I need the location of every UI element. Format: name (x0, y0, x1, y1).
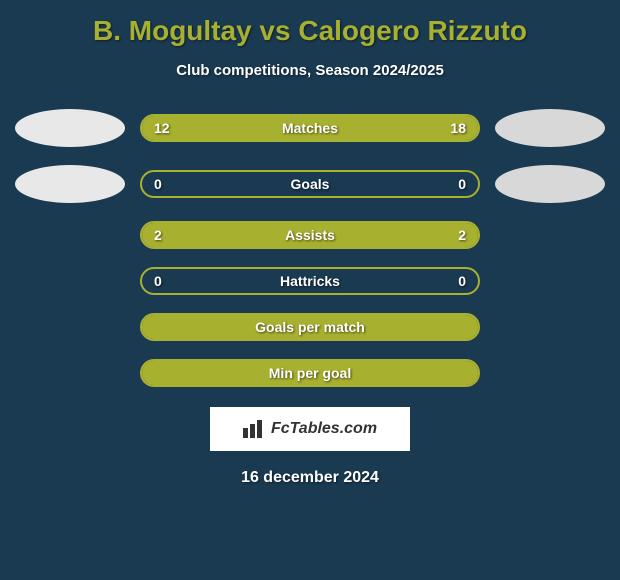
stat-label: Assists (285, 227, 335, 243)
stat-row-goals: 0 Goals 0 (0, 165, 620, 203)
stat-label: Goals (291, 176, 330, 192)
comparison-title: B. Mogultay vs Calogero Rizzuto (0, 0, 620, 47)
stat-bar: Min per goal (140, 359, 480, 387)
stat-value-right: 2 (458, 227, 466, 243)
stat-row-assists: 2 Assists 2 (0, 221, 620, 249)
bar-fill-right (310, 223, 478, 247)
stat-label: Hattricks (280, 273, 340, 289)
stat-label: Goals per match (255, 319, 365, 335)
stat-label: Min per goal (269, 365, 351, 381)
comparison-subtitle: Club competitions, Season 2024/2025 (0, 62, 620, 79)
player-right-oval (495, 109, 605, 147)
stat-bar: 0 Goals 0 (140, 170, 480, 198)
stat-bar: Goals per match (140, 313, 480, 341)
stat-value-right: 0 (458, 273, 466, 289)
logo-box[interactable]: FcTables.com (210, 407, 410, 451)
player-right-oval (495, 165, 605, 203)
stat-bar: 12 Matches 18 (140, 114, 480, 142)
stat-label: Matches (282, 120, 338, 136)
stat-row-min-per-goal: Min per goal (0, 359, 620, 387)
stat-value-left: 0 (154, 273, 162, 289)
date-text: 16 december 2024 (0, 469, 620, 487)
stat-row-hattricks: 0 Hattricks 0 (0, 267, 620, 295)
player-left-oval (15, 109, 125, 147)
stat-bar: 0 Hattricks 0 (140, 267, 480, 295)
player-left-oval (15, 165, 125, 203)
stat-value-left: 0 (154, 176, 162, 192)
stat-bar: 2 Assists 2 (140, 221, 480, 249)
stat-row-goals-per-match: Goals per match (0, 313, 620, 341)
stat-value-right: 18 (450, 120, 466, 136)
stat-row-matches: 12 Matches 18 (0, 109, 620, 147)
logo-text: FcTables.com (271, 420, 377, 438)
stat-value-left: 2 (154, 227, 162, 243)
bar-chart-icon (243, 420, 265, 438)
stat-value-right: 0 (458, 176, 466, 192)
stats-container: 12 Matches 18 0 Goals 0 2 Assists 2 (0, 109, 620, 387)
stat-value-left: 12 (154, 120, 170, 136)
